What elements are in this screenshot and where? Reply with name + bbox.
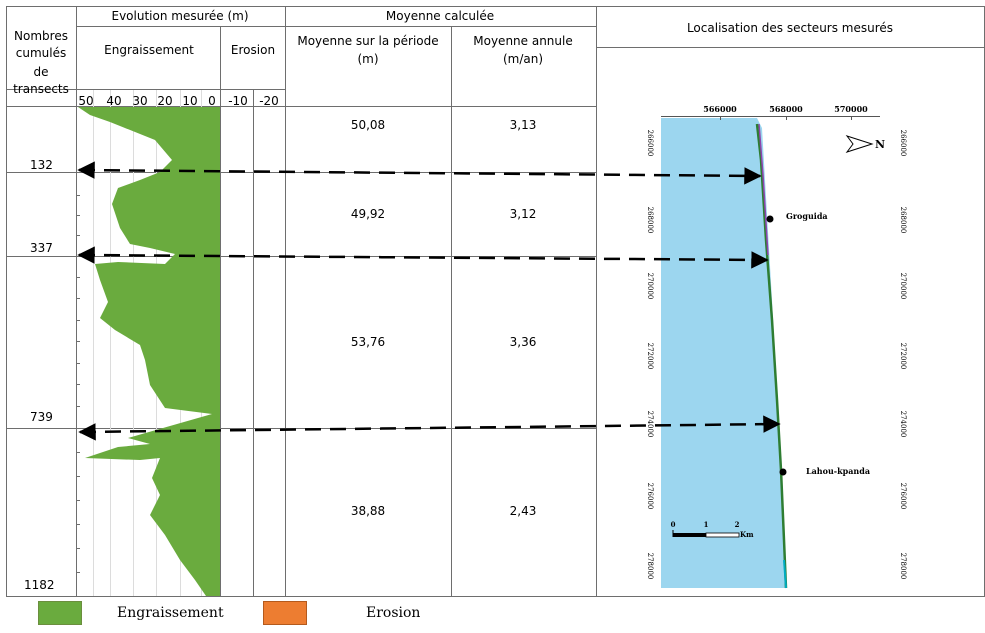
map-x-tick: 568000 — [769, 104, 803, 114]
north-arrow-icon — [845, 135, 874, 153]
map-y-tick-right: 276000 — [899, 482, 907, 510]
axis-tick: 20 — [157, 94, 173, 108]
axis-tick: -10 — [228, 94, 248, 108]
place-lahou-kpanda: Lahou-kpanda — [806, 466, 871, 476]
legend-label-erosion: Erosion — [366, 605, 421, 621]
axis-tick: 50 — [78, 94, 94, 108]
moyenne-header: Moyenne calculée — [385, 9, 495, 23]
moyenne-annuelle-value: 3,36 — [509, 335, 537, 349]
scale-label: 1 — [703, 520, 709, 529]
lahou-kpanda-marker — [779, 468, 787, 476]
coastline-inner — [758, 123, 769, 256]
place-groguida: Groguida — [786, 211, 828, 221]
north-label: N — [875, 138, 886, 151]
moyenne-annuelle-value: 2,43 — [509, 504, 537, 518]
map-y-tick-right: 266000 — [899, 129, 907, 157]
map-y-tick-right: 278000 — [899, 552, 907, 580]
land-strip — [757, 118, 785, 588]
moyenne-periode-value: 49,92 — [350, 207, 386, 221]
scale-label: 0 — [670, 520, 676, 529]
coastline — [755, 123, 788, 589]
legend-swatch-erosion — [263, 601, 307, 625]
transect-count: 739 — [30, 410, 53, 424]
nombres-header-3: de — [33, 65, 49, 79]
moyenne-periode-value: 50,08 — [350, 118, 386, 132]
map-y-tick-right: 272000 — [899, 342, 907, 370]
moyenne-annuelle-header-1: Moyenne annule — [473, 34, 573, 48]
map-y-tick-left: 266000 — [646, 129, 654, 157]
localisation-header: Localisation des secteurs mesurés — [686, 21, 894, 35]
map-y-tick-left: 270000 — [646, 272, 654, 300]
engraissement-header: Engraissement — [104, 43, 194, 57]
map-y-tick-left: 274000 — [646, 410, 654, 438]
engraissement-area — [78, 107, 220, 596]
moyenne-annuelle-value: 3,13 — [509, 118, 537, 132]
map-y-tick-right: 270000 — [899, 272, 907, 300]
legend-swatch-engraissement — [38, 601, 82, 625]
transect-count: 132 — [30, 158, 53, 172]
scale-label: 2 — [734, 520, 740, 529]
map-y-tick-right: 274000 — [899, 410, 907, 438]
arrow-sector-132 — [77, 161, 762, 185]
map-x-tick: 570000 — [834, 104, 868, 114]
evolution-header: Evolution mesurée (m) — [111, 9, 249, 23]
axis-tick: 0 — [208, 94, 216, 108]
nombres-header-2: cumulés — [15, 46, 67, 60]
map-y-tick-left: 278000 — [646, 552, 654, 580]
scale-bar — [672, 530, 740, 538]
moyenne-annuelle-header-2: (m/an) — [502, 52, 544, 66]
legend-label-engraissement: Engraissement — [117, 605, 224, 621]
scale-unit: Km — [740, 530, 754, 539]
moyenne-periode-header-1: Moyenne sur la période — [297, 34, 439, 48]
axis-tick: 40 — [106, 94, 122, 108]
nombres-header-4: transects — [13, 82, 69, 96]
transect-count: 1182 — [24, 578, 55, 592]
map-y-tick-left: 268000 — [646, 206, 654, 234]
axis-tick: -20 — [259, 94, 279, 108]
map-y-tick-right: 268000 — [899, 206, 907, 234]
axis-tick: 10 — [182, 94, 198, 108]
arrow-sector-739 — [78, 415, 781, 441]
groguida-marker — [766, 215, 774, 223]
moyenne-periode-value: 53,76 — [350, 335, 386, 349]
arrow-sector-337 — [77, 246, 769, 269]
axis-tick: 30 — [132, 94, 148, 108]
map-y-tick-left: 272000 — [646, 342, 654, 370]
transect-count: 337 — [30, 241, 53, 255]
moyenne-periode-value: 38,88 — [350, 504, 386, 518]
coastline-end — [783, 559, 787, 589]
map-x-tick: 566000 — [703, 104, 737, 114]
moyenne-annuelle-value: 3,12 — [509, 207, 537, 221]
nombres-header-1: Nombres — [14, 29, 68, 43]
sea-area — [661, 118, 757, 588]
map-y-tick-left: 276000 — [646, 482, 654, 510]
moyenne-periode-header-2: (m) — [357, 52, 379, 66]
erosion-header: Erosion — [230, 43, 276, 57]
